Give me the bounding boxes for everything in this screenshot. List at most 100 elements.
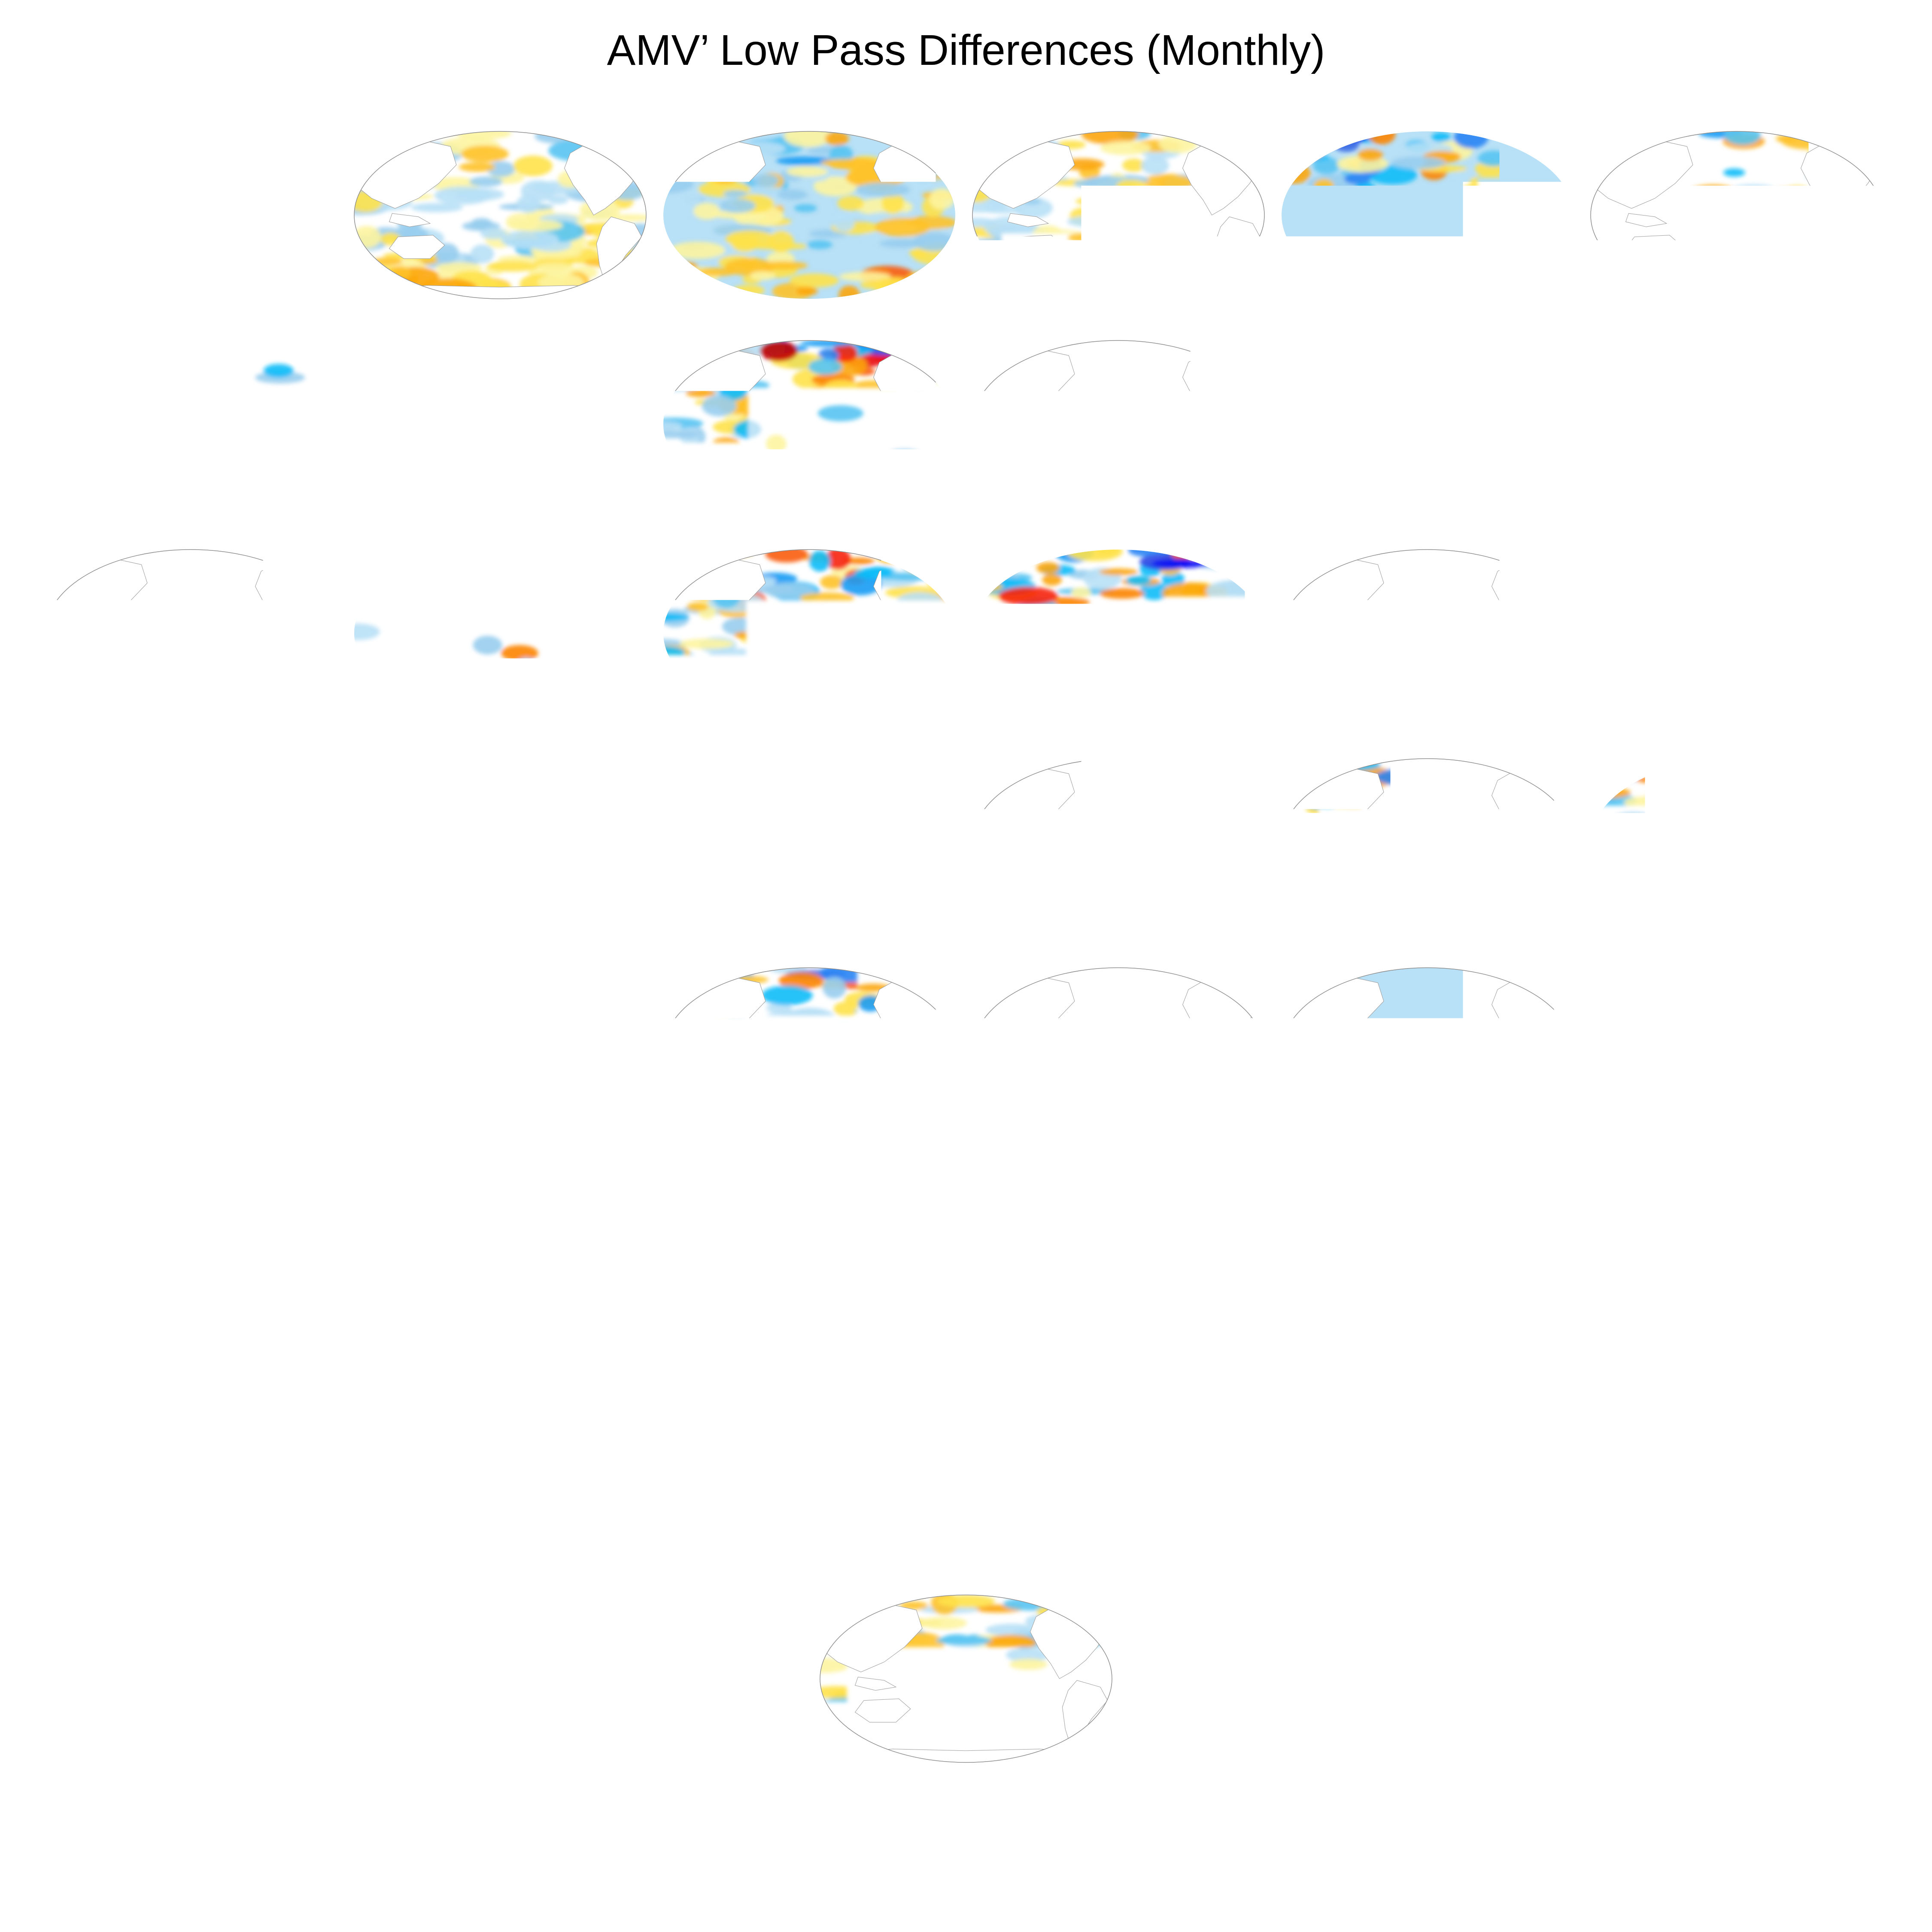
anomaly-cell [1472, 856, 1525, 874]
anomaly-cell [1106, 263, 1139, 275]
anomaly-cell [853, 1252, 881, 1264]
anomaly-cell [301, 834, 337, 846]
anomaly-cell [615, 482, 650, 490]
anomaly-cell [1396, 192, 1443, 205]
land-mask [663, 1122, 955, 1135]
anomaly-cell [1410, 801, 1440, 820]
anomaly-cell [1099, 568, 1138, 575]
anomaly-cell [527, 890, 551, 908]
anomaly-cell [360, 1320, 391, 1327]
anomaly-cell [925, 475, 960, 487]
anomaly-cell [1401, 819, 1422, 827]
anomaly-cell [350, 690, 386, 706]
anomaly-cell [1033, 273, 1076, 283]
anomaly-cell [1402, 232, 1424, 247]
land-mask [620, 344, 639, 361]
anomaly-cell [740, 1236, 773, 1251]
anomaly-cell [968, 1185, 1023, 1197]
anomaly-cell [674, 566, 693, 574]
anomaly-cell [1536, 551, 1578, 565]
anomaly-cell [1190, 964, 1230, 985]
anomaly-cell [297, 707, 334, 721]
land-mask [354, 704, 646, 717]
anomaly-cell [659, 484, 696, 504]
anomaly-cell [729, 341, 750, 349]
anomaly-cell [1196, 1173, 1229, 1187]
anomaly-cell [659, 777, 688, 789]
anomaly-cell [389, 266, 411, 279]
land-mask [596, 635, 641, 702]
land-mask [311, 553, 330, 570]
anomaly-cell [1414, 379, 1471, 393]
land-mask [45, 495, 337, 508]
anomaly-cell [842, 397, 881, 407]
anomaly-cell [1298, 1124, 1321, 1136]
anomaly-cell [1742, 846, 1789, 862]
anomaly-cell [1277, 966, 1307, 988]
map-field-p2 [968, 127, 1269, 303]
anomaly-cell [981, 966, 1027, 984]
panel-title: HadISST_1-ERSST v5 [968, 111, 1269, 124]
anomaly-cell [689, 908, 714, 929]
anomaly-cell [554, 404, 578, 413]
anomaly-cell [968, 778, 1003, 795]
anomaly-cell [361, 545, 409, 561]
anomaly-cell [848, 624, 868, 640]
anomaly-cell [199, 1094, 235, 1114]
anomaly-cell [629, 259, 650, 276]
anomaly-cell [622, 1307, 647, 1328]
anomaly-cell [74, 886, 116, 894]
anomaly-cell [1143, 482, 1167, 496]
anomaly-cell [326, 1328, 341, 1339]
anomaly-cell [306, 1124, 341, 1135]
anomaly-cell [1024, 489, 1048, 499]
anomaly-cell [406, 294, 444, 303]
land-mask [929, 135, 948, 152]
anomaly-cell [350, 1308, 386, 1318]
anomaly-cell [1105, 626, 1148, 645]
map-field-p31 [659, 1173, 960, 1349]
anomaly-cell [1548, 702, 1578, 714]
anomaly-cell [1304, 711, 1339, 719]
anomaly-cell [350, 491, 386, 510]
land-mask [929, 344, 948, 361]
anomaly-cell [1202, 551, 1261, 564]
anomaly-cell [1555, 493, 1576, 504]
anomaly-cell [918, 500, 946, 509]
land-mask [663, 286, 955, 299]
anomaly-cell [1237, 145, 1269, 164]
map-panel: CanESM5-CMIP5 #2-ERSST v5 [1586, 111, 1887, 304]
panel-title: CanESM5-CMIP5 #4-ERSST v5 [350, 320, 650, 333]
anomaly-cell [982, 207, 1023, 213]
anomaly-cell [1704, 670, 1759, 691]
anomaly-cell [390, 500, 415, 512]
anomaly-cell [986, 356, 1006, 365]
anomaly-cell [355, 691, 404, 713]
land-mask [354, 913, 646, 926]
map-panel: CanESM5-CMIP5 #7-ERSST v5 [659, 738, 960, 931]
anomaly-cell [1399, 837, 1437, 851]
anomaly-cell [1239, 984, 1269, 996]
anomaly-cell [1224, 137, 1264, 156]
anomaly-cell [419, 1242, 463, 1264]
anomaly-cell [1472, 639, 1504, 651]
anomaly-cell [1589, 1128, 1634, 1138]
anomaly-cell [1116, 179, 1147, 192]
anomaly-cell [800, 592, 854, 603]
land-mask [1215, 635, 1260, 702]
anomaly-cell [1537, 694, 1578, 709]
anomaly-cell [1832, 133, 1872, 155]
anomaly-cell [659, 1257, 701, 1267]
anomaly-cell [700, 712, 738, 721]
anomaly-cell [357, 133, 385, 148]
anomaly-cell [41, 763, 74, 775]
anomaly-cell [235, 548, 266, 560]
anomaly-cell [1067, 216, 1121, 227]
anomaly-cell [1096, 987, 1127, 1002]
anomaly-cell [1587, 431, 1637, 453]
land-mask [1856, 971, 1875, 988]
anomaly-cell [1854, 545, 1887, 559]
anomaly-cell [1201, 287, 1235, 303]
anomaly-cell [365, 1294, 386, 1303]
land-mask [929, 762, 948, 779]
